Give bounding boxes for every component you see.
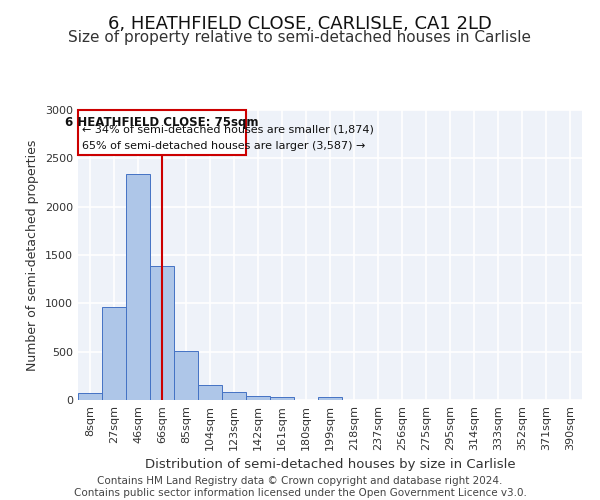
Y-axis label: Number of semi-detached properties: Number of semi-detached properties [26,140,40,370]
Text: Size of property relative to semi-detached houses in Carlisle: Size of property relative to semi-detach… [68,30,532,45]
Bar [174,350,198,400]
Bar [246,396,270,400]
FancyBboxPatch shape [79,110,245,156]
Bar [126,174,150,400]
Bar [102,307,126,400]
Bar [222,392,246,400]
Bar [78,393,102,400]
Text: ← 34% of semi-detached houses are smaller (1,874): ← 34% of semi-detached houses are smalle… [82,125,374,135]
Bar [150,266,174,400]
Text: 6 HEATHFIELD CLOSE: 75sqm: 6 HEATHFIELD CLOSE: 75sqm [65,116,259,129]
Text: Contains HM Land Registry data © Crown copyright and database right 2024.
Contai: Contains HM Land Registry data © Crown c… [74,476,526,498]
Bar [318,397,342,400]
Bar [270,396,294,400]
Text: 65% of semi-detached houses are larger (3,587) →: 65% of semi-detached houses are larger (… [82,141,365,151]
Bar [198,385,222,400]
Text: 6, HEATHFIELD CLOSE, CARLISLE, CA1 2LD: 6, HEATHFIELD CLOSE, CARLISLE, CA1 2LD [108,15,492,33]
X-axis label: Distribution of semi-detached houses by size in Carlisle: Distribution of semi-detached houses by … [145,458,515,471]
